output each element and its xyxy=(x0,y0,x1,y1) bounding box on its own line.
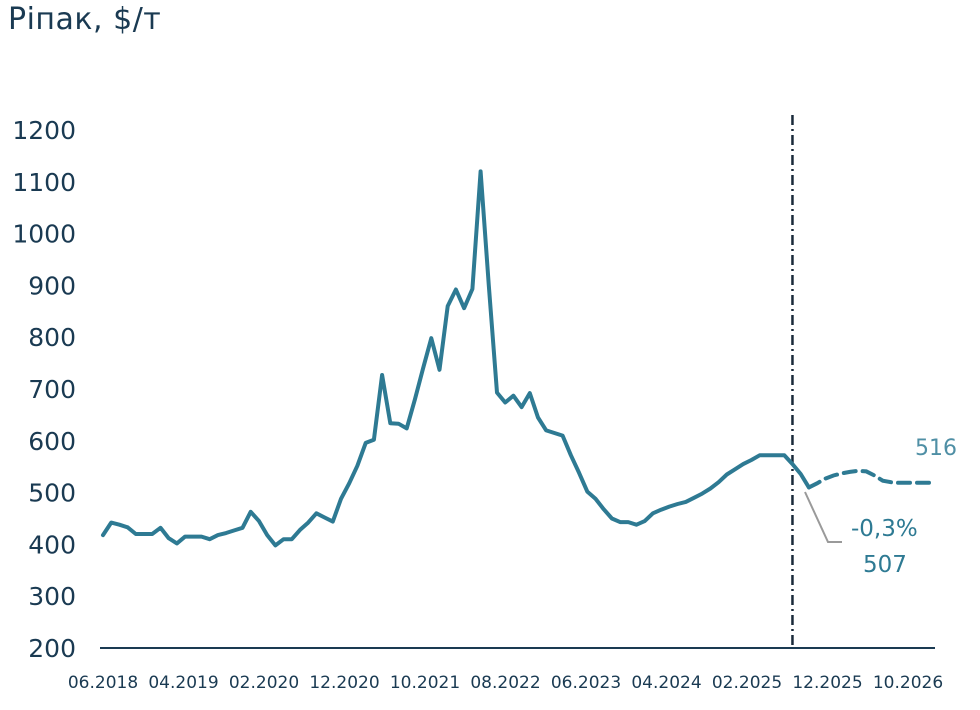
x-tick-label: 12.2020 xyxy=(309,673,379,693)
price-line-actual xyxy=(101,169,811,548)
x-tick-label: 10.2026 xyxy=(873,673,943,693)
y-tick-label: 900 xyxy=(28,271,76,300)
y-axis-tick-labels: 200 300 400 500 600 700 800 900 1000 1100 1200 xyxy=(12,116,76,663)
x-tick-label: 06.2018 xyxy=(68,673,138,693)
x-tick-label: 06.2023 xyxy=(551,673,621,693)
x-tick-label: 04.2024 xyxy=(631,673,701,693)
y-tick-label: 300 xyxy=(28,582,76,611)
x-tick-label: 10.2021 xyxy=(390,673,460,693)
y-tick-label: 200 xyxy=(28,634,76,663)
x-tick-label: 08.2022 xyxy=(470,673,540,693)
y-tick-label: 600 xyxy=(28,427,76,456)
x-tick-label: 02.2025 xyxy=(712,673,782,693)
annotation-change-pct: -0,3% xyxy=(851,516,918,542)
y-tick-label: 1200 xyxy=(12,116,76,145)
y-tick-label: 1000 xyxy=(12,220,76,249)
x-tick-label: 04.2019 xyxy=(148,673,218,693)
price-line-forecast xyxy=(806,468,934,490)
annotation-forecast-end-value: 516 xyxy=(915,436,957,461)
y-tick-label: 700 xyxy=(28,375,76,404)
x-axis-tick-labels: 06.2018 04.2019 02.2020 12.2020 10.2021 08.20… xyxy=(68,673,943,693)
y-tick-label: 400 xyxy=(28,530,76,559)
x-tick-label: 12.2025 xyxy=(792,673,862,693)
annotation-leader-line xyxy=(804,491,842,543)
x-tick-label: 02.2020 xyxy=(229,673,299,693)
y-tick-label: 800 xyxy=(28,323,76,352)
y-tick-label: 1100 xyxy=(12,168,76,197)
chart-title: Ріпак, $/т xyxy=(8,2,162,37)
y-tick-label: 500 xyxy=(28,479,76,508)
annotation-current-value: 507 xyxy=(863,552,907,578)
